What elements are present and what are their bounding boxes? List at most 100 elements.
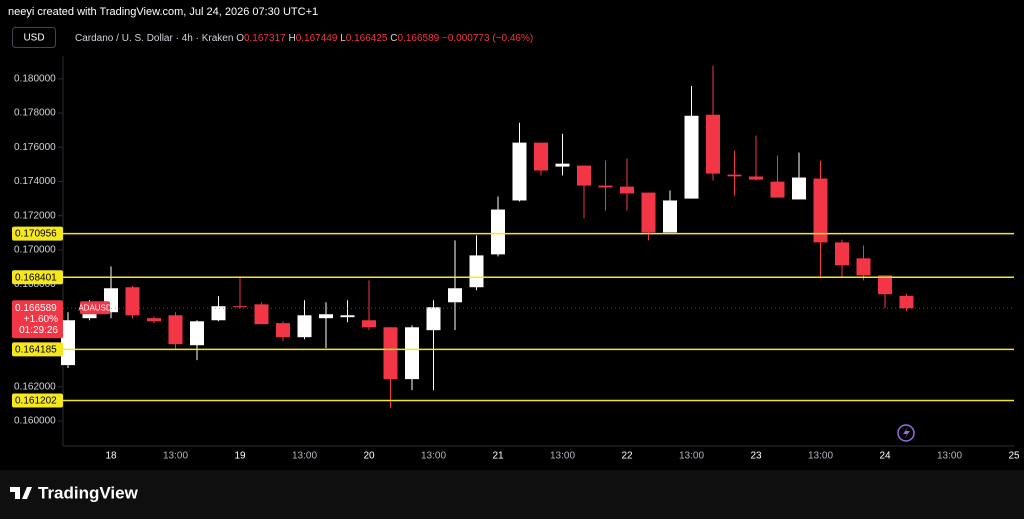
candle-body: [491, 209, 505, 255]
candle-body: [61, 320, 75, 366]
level-label-box: [12, 393, 63, 408]
shortcut-icon[interactable]: [897, 424, 915, 442]
candle-body: [684, 115, 699, 199]
x-tick-label: 13:00: [163, 451, 188, 462]
level-label-box: [12, 226, 63, 241]
candle-body: [749, 176, 763, 180]
currency-box[interactable]: [12, 27, 56, 48]
candle-body: [534, 142, 548, 171]
candle-body: [899, 295, 914, 309]
y-tick-label: 0.174000: [14, 176, 56, 187]
symbol-tag-box: [80, 301, 110, 315]
candle-body: [641, 192, 656, 233]
candle-body: [555, 163, 570, 167]
price-tag-countdown: 01:29:26: [19, 325, 58, 336]
x-tick-label: 24: [879, 451, 891, 462]
candle-body: [813, 178, 828, 243]
candle-body: [512, 142, 527, 201]
ohlc-key: C: [390, 33, 397, 44]
y-tick-label: 0.168000: [14, 279, 56, 290]
y-tick-label: 0.170000: [14, 245, 56, 256]
symbol-tag: ADAUSD: [78, 303, 112, 312]
x-tick-label: 13:00: [421, 451, 446, 462]
candle-body: [254, 304, 269, 325]
ohlc-value: 0.167317: [244, 33, 286, 44]
brand: TradingView: [38, 483, 139, 502]
price-tag-price: 0.166589: [15, 303, 57, 314]
logo-mark: [10, 487, 32, 499]
candle-body: [405, 327, 419, 380]
candle-body: [125, 287, 140, 316]
logo: TradingView: [10, 483, 139, 502]
price-tag-change: +1.60%: [24, 314, 58, 325]
x-tick-label: 13:00: [292, 451, 317, 462]
level-label: 0.168401: [15, 272, 57, 283]
candle-body: [362, 320, 376, 328]
footer-background: [0, 470, 1024, 519]
ohlc-key: O: [236, 33, 244, 44]
x-tick-label: 23: [750, 451, 762, 462]
level-label-box: [12, 270, 63, 285]
attribution: neeyi created with TradingView.com, Jul …: [8, 6, 318, 18]
x-tick-label: 13:00: [808, 451, 833, 462]
candle-body: [577, 165, 591, 186]
candle-body: [706, 114, 720, 174]
change: −0.000773 (−0.46%): [442, 33, 533, 44]
candle-body: [598, 185, 613, 188]
y-tick-label: 0.180000: [14, 73, 56, 84]
y-tick-label: 0.176000: [14, 142, 56, 153]
x-tick-label: 25: [1008, 451, 1020, 462]
y-tick-label: 0.178000: [14, 108, 56, 119]
candle-body: [340, 315, 355, 318]
y-tick-label: 0.172000: [14, 210, 56, 221]
ohlc-value: 0.167449: [296, 33, 338, 44]
y-tick-label: 0.160000: [14, 416, 56, 427]
x-tick-label: 13:00: [937, 451, 962, 462]
candle-body: [383, 327, 398, 380]
x-tick-label: 20: [363, 451, 375, 462]
candle-body: [211, 306, 226, 321]
candle-body: [147, 318, 161, 322]
currency: USD: [23, 33, 44, 44]
candle-body: [190, 321, 204, 346]
x-tick-label: 19: [234, 451, 246, 462]
y-tick-label: 0.162000: [14, 381, 56, 392]
candle-body: [663, 200, 677, 233]
candle-body: [426, 307, 441, 331]
candle-body: [856, 258, 871, 276]
ohlc-value: 0.166425: [346, 33, 388, 44]
symbol: Cardano / U. S. Dollar · 4h · Kraken: [75, 33, 233, 44]
candle-body: [168, 315, 183, 345]
x-tick-label: 13:00: [679, 451, 704, 462]
candle-body: [448, 288, 462, 303]
x-tick-label: 21: [492, 451, 504, 462]
x-tick-label: 13:00: [550, 451, 575, 462]
ohlc-value: 0.166589: [398, 33, 440, 44]
ohlc-key: L: [340, 33, 346, 44]
plot: [61, 65, 1014, 409]
level-label-box: [12, 342, 63, 357]
chart-background: [0, 0, 1024, 470]
candle-body: [276, 323, 290, 338]
candle-body: [620, 186, 634, 194]
x-tick-label: 18: [105, 451, 117, 462]
level-label: 0.161202: [15, 396, 57, 407]
level-label: 0.170956: [15, 229, 57, 240]
level-label: 0.164185: [15, 345, 57, 356]
candle-body: [297, 315, 312, 338]
candle-body: [727, 174, 742, 177]
candle-body: [469, 255, 484, 288]
price-tag-box: [12, 300, 63, 339]
legend: Cardano / U. S. Dollar · 4h · Kraken O0.…: [75, 33, 533, 44]
x-tick-label: 22: [621, 451, 633, 462]
icon-circle: [897, 424, 915, 442]
ohlc-key: H: [288, 33, 295, 44]
candle-body: [878, 275, 892, 295]
candle-body: [835, 242, 849, 266]
candle-body: [792, 177, 806, 200]
candle-body: [319, 314, 333, 319]
icon-bolt: [903, 427, 910, 439]
candle-body: [82, 313, 97, 319]
